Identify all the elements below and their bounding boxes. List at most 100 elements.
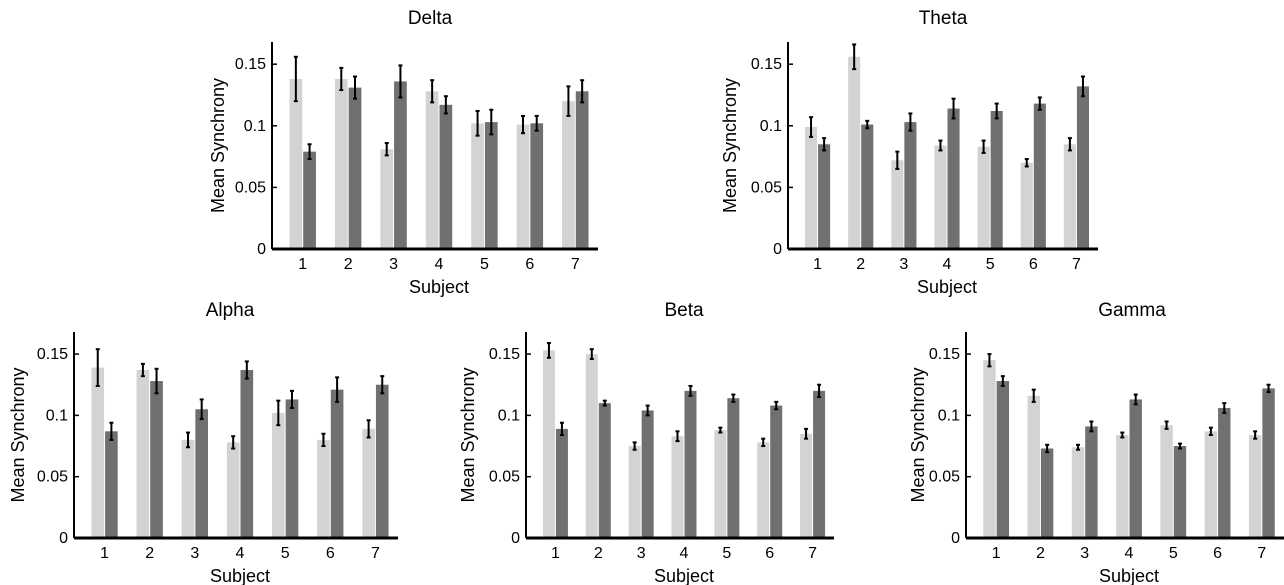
y-axis-label: Mean Synchrony	[208, 78, 228, 213]
bar-series2-subject-6	[1033, 103, 1046, 249]
y-axis-label: Mean Synchrony	[8, 367, 28, 502]
bar-series2-subject-7	[813, 390, 826, 538]
y-tick-label: 0.05	[37, 469, 68, 486]
bar-series1-subject-6	[757, 442, 770, 538]
x-axis-label: Subject	[917, 277, 977, 297]
x-tick-label: 1	[551, 545, 560, 562]
y-tick-label: 0.05	[751, 179, 782, 196]
y-axis-label: Mean Synchrony	[908, 367, 928, 502]
x-tick-label: 5	[480, 256, 489, 273]
bar-series1-subject-7	[1063, 144, 1076, 249]
x-tick-label: 7	[571, 256, 580, 273]
bar-series2-subject-3	[195, 409, 208, 538]
bar-series1-subject-5	[714, 430, 727, 538]
chart-panel-beta: Beta 0 0.05 0.1 0.15 Mean Synchrony 1 2 3 4 5 6 7 Sub…	[458, 300, 834, 585]
x-tick-label: 1	[100, 545, 109, 562]
chart-title: Beta	[664, 300, 704, 321]
x-tick-label: 2	[344, 256, 353, 273]
bar-series1-subject-2	[848, 56, 861, 250]
bar-series2-subject-4	[684, 390, 697, 538]
x-tick-label: 6	[525, 256, 534, 273]
y-tick-label: 0.1	[760, 118, 782, 135]
y-tick-label: 0.15	[235, 56, 266, 73]
x-tick-label: 5	[281, 545, 290, 562]
bar-series1-subject-5	[272, 412, 285, 538]
bar-series2-subject-4	[947, 108, 960, 250]
chart-title: Theta	[919, 8, 968, 29]
x-tick-label: 5	[986, 256, 995, 273]
bar-series2-subject-3	[394, 81, 407, 249]
y-tick-label: 0	[511, 530, 520, 547]
bar-series1-subject-4	[1116, 435, 1129, 538]
x-tick-label: 6	[1213, 545, 1222, 562]
bar-series2-subject-7	[1076, 86, 1090, 249]
chart-title: Gamma	[1098, 300, 1166, 321]
bar-series1-subject-1	[542, 350, 555, 538]
x-tick-label: 4	[435, 256, 444, 273]
bar-series1-subject-3	[628, 446, 641, 538]
y-tick-label: 0.05	[929, 469, 960, 486]
bar-series1-subject-3	[380, 149, 394, 249]
bar-series1-subject-5	[471, 123, 484, 249]
bar-series2-subject-5	[727, 398, 740, 538]
bar-series1-subject-6	[516, 124, 530, 249]
bar-series1-subject-4	[226, 442, 240, 538]
bar-series1-subject-7	[800, 433, 813, 538]
bar-series2-subject-1	[996, 381, 1010, 538]
bar-series2-subject-3	[641, 410, 654, 538]
bar-series1-subject-3	[1071, 447, 1085, 538]
bar-series2-subject-4	[240, 370, 254, 538]
bar-series1-subject-1	[289, 78, 303, 249]
bar-series2-subject-1	[818, 144, 831, 249]
bar-series2-subject-2	[598, 403, 611, 538]
y-tick-label: 0.1	[244, 118, 266, 135]
x-tick-label: 7	[1257, 545, 1266, 562]
x-tick-label: 2	[145, 545, 154, 562]
bar-series2-subject-7	[575, 91, 589, 250]
y-tick-label: 0.15	[929, 346, 960, 363]
x-axis-label: Subject	[409, 277, 469, 297]
bar-series2-subject-5	[990, 111, 1003, 249]
y-tick-label: 0	[773, 241, 782, 258]
bar-series1-subject-3	[891, 160, 904, 249]
x-tick-label: 3	[389, 256, 398, 273]
bar-series2-subject-2	[1040, 448, 1054, 538]
x-tick-label: 6	[326, 545, 335, 562]
x-tick-label: 1	[992, 545, 1001, 562]
bar-series1-subject-7	[1248, 435, 1262, 538]
bar-series2-subject-5	[1173, 446, 1187, 538]
bar-series2-subject-3	[904, 122, 917, 249]
x-tick-label: 4	[1125, 545, 1134, 562]
bar-series1-subject-7	[562, 101, 575, 250]
chart-title: Alpha	[206, 300, 255, 321]
x-tick-label: 5	[1169, 545, 1178, 562]
bar-series2-subject-1	[555, 428, 568, 538]
y-axis-label: Mean Synchrony	[720, 78, 740, 213]
bar-series1-subject-3	[181, 439, 195, 538]
x-axis-label: Subject	[654, 566, 714, 585]
chart-title: Delta	[408, 8, 453, 29]
bar-series1-subject-6	[317, 439, 330, 538]
bar-series2-subject-2	[150, 381, 163, 538]
x-tick-label: 6	[765, 545, 774, 562]
bar-series1-subject-6	[1020, 162, 1033, 249]
bar-series2-subject-6	[330, 389, 344, 538]
bar-series1-subject-5	[977, 146, 990, 249]
bar-series2-subject-2	[861, 124, 874, 249]
x-tick-label: 4	[236, 545, 245, 562]
x-tick-label: 6	[1029, 256, 1038, 273]
y-tick-label: 0.1	[46, 407, 68, 424]
bar-series1-subject-2	[334, 78, 348, 249]
bar-series1-subject-2	[585, 354, 598, 538]
x-tick-label: 2	[1036, 545, 1045, 562]
y-tick-label: 0.1	[498, 407, 520, 424]
bar-series1-subject-1	[91, 367, 105, 538]
bar-series2-subject-5	[484, 122, 498, 249]
chart-panel-alpha: Alpha 0 0.05 0.1 0.15 Mean Synchrony 1 2 3 4 5 6 7 Su…	[8, 300, 398, 585]
y-tick-label: 0.15	[751, 56, 782, 73]
x-tick-label: 3	[190, 545, 199, 562]
bar-series1-subject-1	[804, 127, 818, 249]
y-tick-label: 0.15	[37, 346, 68, 363]
y-tick-label: 0	[59, 530, 68, 547]
